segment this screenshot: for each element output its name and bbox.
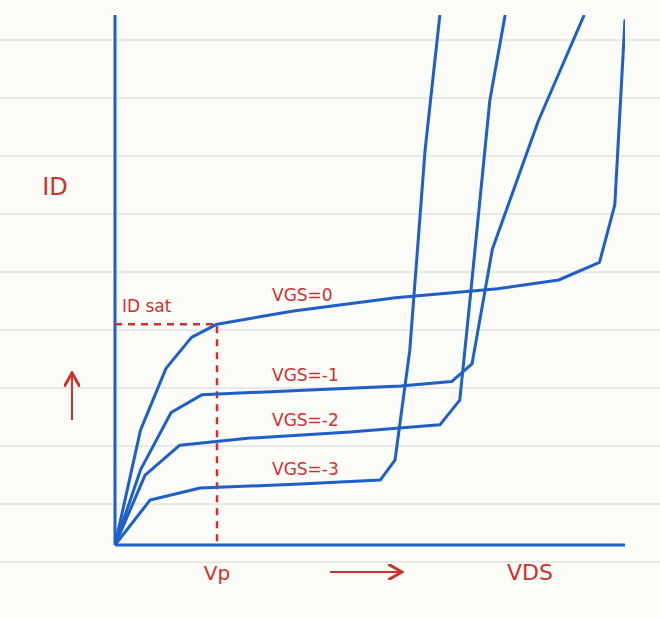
curve bbox=[115, 15, 505, 545]
y-axis-title: ID bbox=[42, 173, 68, 201]
series-label: VGS=-1 bbox=[272, 365, 339, 385]
curve bbox=[115, 15, 584, 545]
annotation: ID sat bbox=[122, 296, 172, 316]
series-label: VGS=-3 bbox=[272, 459, 339, 479]
x-axis-title: VDS bbox=[507, 560, 553, 585]
series-label: VGS=-2 bbox=[272, 410, 339, 430]
paper-rule bbox=[0, 562, 660, 563]
chart: VGS=0 VGS=-1 VGS=-2 VGS=-3 ID sat Vp VDS ID bbox=[0, 0, 660, 618]
paper-rule bbox=[0, 156, 660, 157]
paper-rule bbox=[0, 40, 660, 41]
x-axis bbox=[115, 544, 625, 547]
x-arrow bbox=[330, 571, 400, 573]
paper-rule bbox=[0, 330, 660, 331]
paper-rule bbox=[0, 98, 660, 99]
annotation: Vp bbox=[204, 561, 230, 585]
y-axis bbox=[114, 15, 117, 545]
paper-rule bbox=[0, 446, 660, 447]
series-label: VGS=0 bbox=[272, 285, 333, 305]
paper-rule bbox=[0, 504, 660, 505]
paper-rule bbox=[0, 272, 660, 273]
y-arrow bbox=[71, 375, 73, 420]
curve bbox=[115, 15, 440, 545]
paper-rule bbox=[0, 214, 660, 215]
curves bbox=[115, 15, 625, 545]
